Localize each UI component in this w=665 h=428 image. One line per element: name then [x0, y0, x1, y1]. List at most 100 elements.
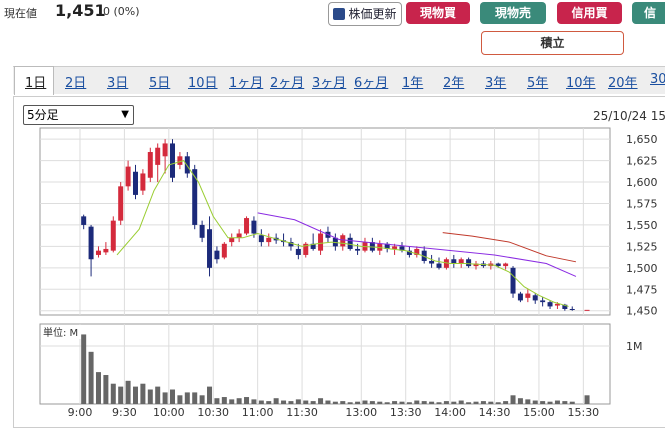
period-tab[interactable]: 2日 [65, 76, 87, 91]
candle-body [569, 308, 575, 310]
sell-button[interactable]: 現物売 [480, 2, 546, 24]
period-tab[interactable]: 1ヶ月 [229, 76, 264, 91]
candle-body [199, 224, 205, 238]
volume-bar [244, 397, 250, 404]
candle-body [503, 263, 509, 267]
volume-bar [443, 401, 449, 404]
volume-bar [547, 401, 553, 404]
volume-bar [288, 401, 294, 404]
page: 現在値 1,451 0 (0%) 株価更新 現物買 現物売 信用買 信 積立 1… [4, 1, 665, 428]
volume-bar [295, 399, 301, 404]
period-tab[interactable]: 5年 [527, 76, 549, 91]
period-tab[interactable]: 3日 [107, 76, 129, 91]
y-tick-label: 1,575 [626, 197, 658, 210]
candle-body [81, 216, 87, 225]
volume-bar [436, 402, 442, 404]
volume-bar [162, 392, 168, 404]
volume-bar [155, 386, 161, 404]
candle-body [110, 220, 116, 251]
candle-body [347, 237, 353, 249]
moving-average [442, 232, 577, 263]
candle-body [554, 303, 560, 306]
volume-bar [495, 402, 501, 404]
volume-bar [110, 383, 116, 404]
volume-bar [303, 400, 309, 404]
candle-body [510, 267, 516, 294]
volume-bar [184, 392, 190, 404]
margin-sell-button[interactable]: 信 [632, 2, 665, 24]
volume-bar [318, 398, 324, 404]
volume-bar [406, 402, 412, 404]
candle-body [155, 147, 161, 165]
candle-body [118, 186, 124, 221]
period-tab[interactable]: 2ヶ月 [270, 76, 305, 91]
x-tick-label: 13:30 [390, 406, 422, 419]
volume-bar [258, 400, 264, 404]
volume-bar [532, 400, 538, 404]
volume-bar [347, 402, 353, 404]
volume-bar [251, 399, 257, 404]
candle-body [436, 263, 442, 268]
x-tick-label: 13:00 [345, 406, 377, 419]
volume-bar [584, 395, 590, 404]
volume-bar [281, 400, 287, 404]
candle-body [458, 259, 464, 264]
volume-bar [429, 401, 435, 404]
period-tab[interactable]: 30 [650, 72, 665, 87]
candle-body [192, 169, 198, 225]
volume-bar [480, 401, 486, 404]
volume-bar [140, 383, 146, 404]
volume-bar [125, 380, 131, 404]
x-tick-label: 14:00 [434, 406, 466, 419]
period-tab[interactable]: 10年 [566, 76, 596, 91]
volume-bar [310, 401, 316, 404]
y-tick-label: 1,600 [626, 176, 658, 189]
candle-body [414, 248, 420, 255]
volume-bar [266, 401, 272, 404]
interval-select[interactable]: 5分足 ▼ [23, 105, 134, 125]
candle-body [473, 263, 479, 267]
period-tab[interactable]: 10日 [188, 76, 218, 91]
period-tab[interactable]: 20年 [608, 76, 638, 91]
volume-bar [103, 375, 109, 404]
candle-body [170, 143, 176, 178]
x-tick-label: 14:30 [479, 406, 511, 419]
volume-bar [81, 334, 87, 404]
y-tick-label: 1,450 [626, 305, 658, 318]
volume-bar [369, 401, 375, 404]
volume-bar [473, 401, 479, 404]
margin-buy-button[interactable]: 信用買 [557, 2, 622, 24]
x-tick-label: 10:30 [197, 406, 229, 419]
candle-body [140, 173, 146, 191]
x-tick-label: 10:00 [153, 406, 185, 419]
tsumitate-button[interactable]: 積立 [481, 31, 624, 55]
candle-body [392, 246, 398, 249]
period-tab[interactable]: 1日 [25, 76, 47, 91]
period-tab[interactable]: 5日 [149, 76, 171, 91]
volume-bar [540, 401, 546, 404]
volume-bar [569, 401, 575, 404]
period-tab[interactable]: 2年 [443, 76, 465, 91]
period-tab[interactable]: 3年 [485, 76, 507, 91]
volume-bar [384, 402, 390, 404]
period-tab[interactable]: 6ヶ月 [354, 76, 389, 91]
candle-body [443, 259, 449, 268]
volume-unit: 単位: M [43, 326, 78, 339]
buy-button[interactable]: 現物買 [406, 2, 470, 24]
volume-bar [147, 389, 153, 404]
chart-datetime: 25/10/24 15 [593, 109, 665, 123]
volume-bar [362, 400, 368, 404]
period-tab[interactable]: 3ヶ月 [312, 76, 347, 91]
candle-body [236, 233, 242, 238]
period-tab[interactable]: 1年 [402, 76, 424, 91]
moving-average [116, 160, 569, 307]
y-tick-label: 1,500 [626, 262, 658, 275]
candle-body [177, 156, 183, 165]
volume-bar [399, 401, 405, 404]
volume-bar [273, 398, 279, 404]
refresh-button[interactable]: 株価更新 [328, 2, 402, 26]
volume-bar [192, 392, 198, 404]
candle-body [214, 250, 220, 260]
y-tick-label: 1,625 [626, 155, 658, 168]
candle-body [103, 248, 109, 253]
